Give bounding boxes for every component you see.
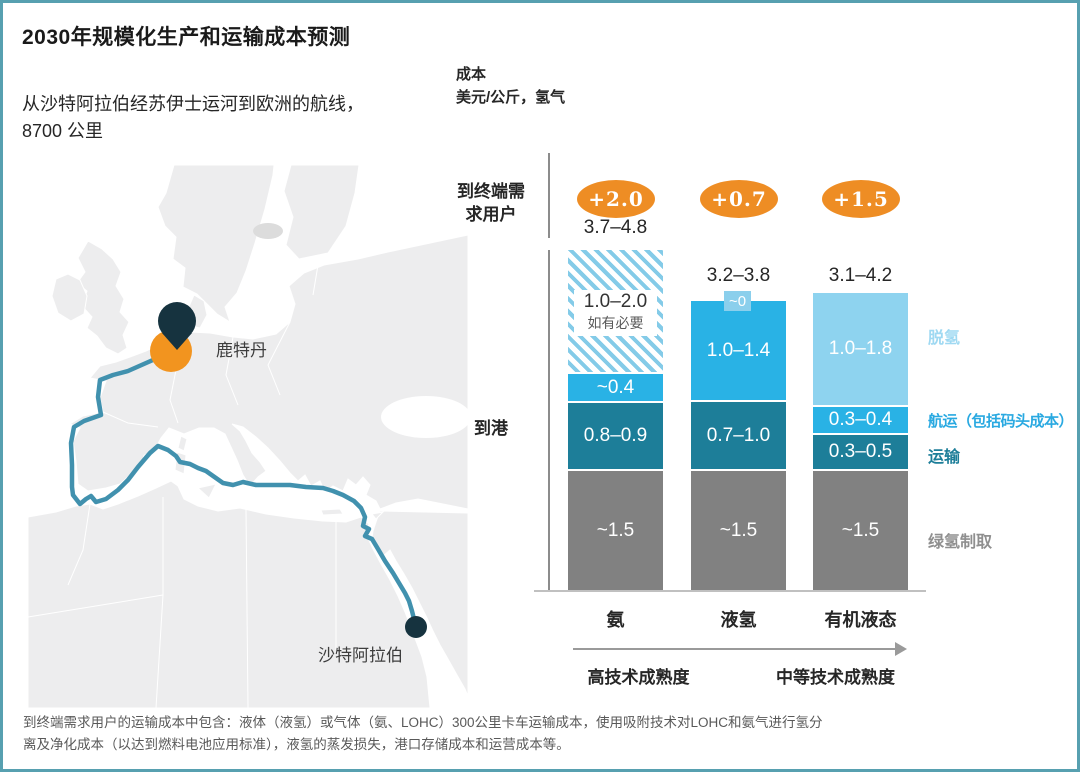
subtitle-line-1: 从沙特阿拉伯经苏伊士运河到欧洲的航线， (22, 94, 364, 114)
crete-island (320, 508, 344, 516)
bar-lohc-dehydro-segment: 1.0–1.8 (813, 293, 908, 405)
end-user-cost-badge-lohc: +1.5 (822, 180, 900, 218)
group-label-to-end-user: 到终端需 求用户 (457, 182, 525, 224)
legend-shipping: 航运（包括码头成本） (928, 413, 1074, 430)
unit-label: 美元/公斤，氢气 (456, 89, 566, 106)
category-label-ammonia: 氨 (606, 610, 625, 630)
legend-dehydrogenation: 脱氢 (928, 330, 961, 347)
europe-mainland (68, 234, 468, 510)
route-subtitle: 从沙特阿拉伯经苏伊士运河到欧洲的航线， 8700 公里 (22, 91, 364, 145)
bar-ammonia-shipping-segment: ~0.4 (568, 374, 663, 401)
ireland-landmass (51, 273, 88, 322)
map-label-rotterdam: 鹿特丹 (216, 341, 267, 360)
bar-ammonia-dehydro-label-box: 1.0–2.0 如有必要 (574, 290, 657, 336)
bar-liquid-h2-transport-segment: 0.7–1.0 (691, 402, 786, 469)
finland-landmass (283, 165, 360, 260)
corsica-island (177, 435, 188, 452)
black-sea (381, 396, 468, 438)
total-label-ammonia: 3.7–4.8 (583, 217, 648, 238)
bar-liquid-h2-production-segment: ~1.5 (691, 471, 786, 590)
cost-unit-label: 成本 美元/公斤，氢气 (456, 63, 565, 109)
footnote-line-2: 离及净化成本（以达到燃料电池应用标准），液氢的蒸发损失，港口存储成本和运营成本等… (23, 737, 570, 752)
saudi-arabia-dot (405, 616, 427, 638)
total-label-liquid-h2: 3.2–3.8 (706, 265, 771, 286)
sicily-island (196, 483, 217, 499)
y-axis-lower-segment (548, 250, 550, 590)
map-label-saudi-arabia: 沙特阿拉伯 (318, 646, 403, 665)
maturity-axis-arrow (573, 648, 895, 650)
category-label-liquid-h2: 液氢 (720, 610, 757, 630)
bar-lohc-shipping-segment: 0.3–0.4 (813, 407, 908, 433)
group-label-to-port: 到港 (474, 419, 508, 438)
europe-africa-route-map (28, 165, 468, 708)
country-borders (28, 264, 393, 708)
maturity-label-high: 高技术成熟度 (587, 668, 690, 687)
legend-transport: 运输 (928, 449, 961, 466)
cyprus-island (371, 511, 385, 520)
category-label-lohc: 有机液态 (824, 610, 897, 630)
y-axis-upper-segment (548, 153, 550, 238)
rotterdam-pin-icon (158, 302, 196, 350)
bar-lohc-transport-segment: 0.3–0.5 (813, 435, 908, 469)
end-user-cost-badge-ammonia: +2.0 (577, 180, 655, 218)
bar-ammonia-transport-segment: 0.8–0.9 (568, 403, 663, 469)
bar-ammonia-production-segment: ~1.5 (568, 471, 663, 590)
dehydro-note: 如有必要 (587, 315, 644, 331)
legend-green-h2-production: 绿氢制取 (928, 534, 993, 551)
bar-liquid-h2-shipping-segment: 1.0–1.4 (691, 301, 786, 400)
footnote-line-1: 到终端需求用户的运输成本中包含：液体（液氢）或气体（氨、LOHC）300公里卡车… (23, 715, 823, 730)
maturity-axis-arrowhead (895, 642, 907, 656)
subtitle-line-2: 8700 公里 (22, 121, 104, 141)
scandinavia-landmass (157, 165, 275, 324)
swedish-lakes (253, 223, 283, 239)
footnote: 到终端需求用户的运输成本中包含：液体（液氢）或气体（氨、LOHC）300公里卡车… (23, 712, 1038, 756)
end-user-cost-badge-liquid-h2: +0.7 (700, 180, 778, 218)
dehydro-value: 1.0–2.0 (583, 291, 648, 312)
maturity-label-medium: 中等技术成熟度 (776, 668, 895, 687)
page-title: 2030年规模化生产和运输成本预测 (22, 26, 351, 49)
cost-label: 成本 (456, 66, 487, 83)
bar-lohc-production-segment: ~1.5 (813, 471, 908, 590)
bar-liquid-h2-dehydro-chip: ~0 (724, 291, 751, 311)
x-axis-baseline (534, 590, 926, 592)
shipping-route (68, 349, 419, 628)
total-label-lohc: 3.1–4.2 (828, 265, 893, 286)
